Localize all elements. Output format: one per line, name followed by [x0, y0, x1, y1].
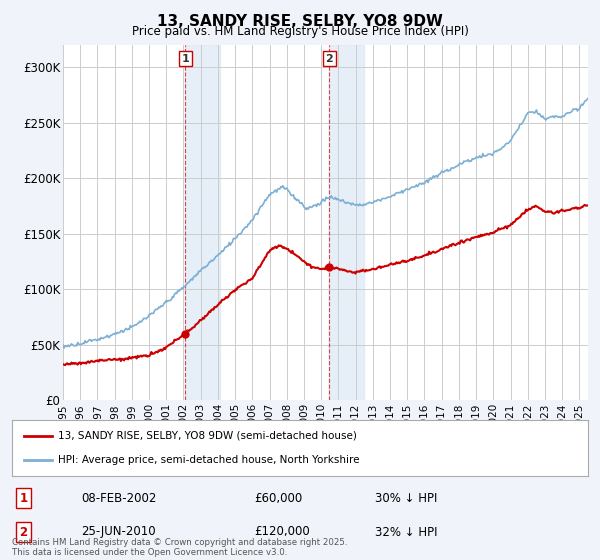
Text: 30% ↓ HPI: 30% ↓ HPI: [375, 492, 437, 505]
Text: 25-JUN-2010: 25-JUN-2010: [81, 525, 156, 539]
Text: Price paid vs. HM Land Registry's House Price Index (HPI): Price paid vs. HM Land Registry's House …: [131, 25, 469, 38]
Text: 08-FEB-2002: 08-FEB-2002: [81, 492, 157, 505]
Text: 1: 1: [181, 54, 189, 64]
Text: 1: 1: [19, 492, 28, 505]
Text: Contains HM Land Registry data © Crown copyright and database right 2025.
This d: Contains HM Land Registry data © Crown c…: [12, 538, 347, 557]
Text: HPI: Average price, semi-detached house, North Yorkshire: HPI: Average price, semi-detached house,…: [58, 455, 359, 465]
Text: 13, SANDY RISE, SELBY, YO8 9DW: 13, SANDY RISE, SELBY, YO8 9DW: [157, 14, 443, 29]
Bar: [329, 45, 364, 400]
Text: 13, SANDY RISE, SELBY, YO8 9DW (semi-detached house): 13, SANDY RISE, SELBY, YO8 9DW (semi-det…: [58, 431, 357, 441]
Text: 2: 2: [19, 525, 28, 539]
Text: 32% ↓ HPI: 32% ↓ HPI: [375, 525, 437, 539]
Bar: [185, 45, 220, 400]
Text: £60,000: £60,000: [254, 492, 302, 505]
Text: 2: 2: [326, 54, 334, 64]
Text: £120,000: £120,000: [254, 525, 310, 539]
